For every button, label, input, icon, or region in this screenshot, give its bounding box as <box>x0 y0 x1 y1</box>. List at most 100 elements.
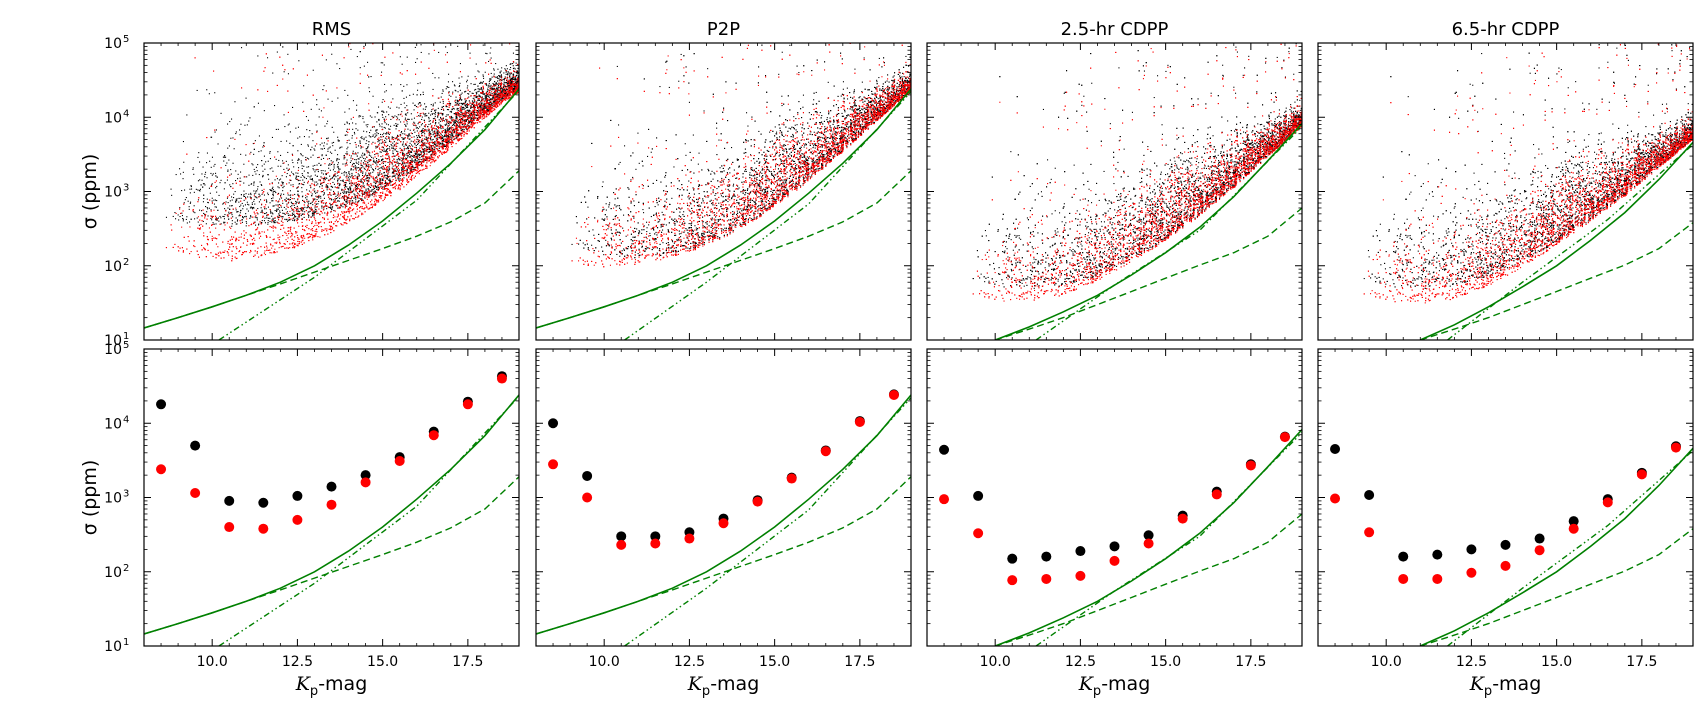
scatter-point <box>511 82 513 84</box>
scatter-point <box>375 129 377 131</box>
scatter-point <box>416 127 418 129</box>
scatter-point <box>385 150 387 152</box>
scatter-point <box>366 191 368 193</box>
scatter-point <box>196 217 198 219</box>
scatter-point <box>293 211 295 213</box>
scatter-point <box>228 218 230 220</box>
scatter-point <box>499 100 501 102</box>
scatter-point <box>245 154 247 156</box>
scatter-point <box>316 130 318 132</box>
scatter-point <box>182 218 184 220</box>
scatter-point <box>517 71 519 73</box>
scatter-point <box>342 163 344 165</box>
scatter-point <box>393 148 395 150</box>
scatter-point <box>521 88 522 89</box>
scatter-point <box>331 177 333 179</box>
scatter-point <box>423 152 425 154</box>
scatter-point <box>361 154 363 156</box>
scatter-point <box>312 69 314 71</box>
scatter-point <box>442 137 444 139</box>
scatter-point <box>359 140 361 142</box>
scatter-point <box>441 142 443 144</box>
scatter-point <box>379 151 381 153</box>
scatter-point <box>492 89 494 91</box>
scatter-point <box>423 119 425 121</box>
scatter-point <box>449 136 451 138</box>
scatter-point <box>336 166 338 168</box>
scatter-point <box>245 193 247 195</box>
scatter-point <box>418 134 420 136</box>
scatter-point <box>499 86 501 88</box>
scatter-point <box>448 122 450 124</box>
scatter-point <box>289 199 291 201</box>
scatter-point <box>420 151 422 153</box>
scatter-point <box>514 79 516 81</box>
scatter-point <box>504 82 506 84</box>
scatter-point <box>218 194 220 196</box>
scatter-point <box>396 106 398 108</box>
scatter-point <box>422 129 424 131</box>
scatter-point <box>465 104 467 106</box>
scatter-point <box>320 176 322 178</box>
scatter-point <box>290 194 292 196</box>
scatter-point <box>393 155 395 157</box>
scatter-point <box>282 216 284 218</box>
scatter-point <box>393 158 395 160</box>
scatter-point <box>432 141 434 143</box>
scatter-point <box>410 168 412 170</box>
scatter-point <box>434 136 436 138</box>
scatter-point <box>407 118 409 120</box>
scatter-point <box>384 122 386 124</box>
scatter-point <box>477 85 479 87</box>
scatter-point <box>468 93 470 95</box>
scatter-point <box>474 107 476 109</box>
scatter-point <box>383 187 385 189</box>
scatter-point <box>277 201 279 203</box>
scatter-point <box>478 117 480 119</box>
scatter-point <box>338 167 340 169</box>
scatter-point <box>380 133 382 135</box>
scatter-point <box>385 182 387 184</box>
scatter-point <box>253 193 255 195</box>
scatter-point <box>414 143 416 145</box>
scatter-point <box>397 114 399 116</box>
scatter-point <box>428 123 430 125</box>
scatter-point <box>297 180 299 182</box>
scatter-point <box>440 133 442 135</box>
scatter-point <box>486 90 488 92</box>
scatter-point <box>300 176 302 178</box>
scatter-point <box>455 120 457 122</box>
scatter-point <box>424 148 426 150</box>
scatter-point <box>481 81 483 83</box>
scatter-point <box>369 91 371 93</box>
scatter-point <box>249 117 251 119</box>
scatter-point <box>451 111 453 113</box>
scatter-point <box>523 83 524 84</box>
scatter-point <box>514 87 516 89</box>
scatter-point <box>357 178 359 180</box>
scatter-point <box>312 214 314 216</box>
scatter-point <box>334 171 336 173</box>
scatter-point <box>354 194 356 196</box>
scatter-point <box>514 85 516 87</box>
scatter-point <box>237 173 239 175</box>
scatter-point <box>388 114 390 116</box>
scatter-point <box>404 163 406 165</box>
scatter-point <box>377 112 379 114</box>
scatter-point <box>508 85 510 87</box>
scatter-point <box>373 161 375 163</box>
scatter-point <box>382 136 384 138</box>
scatter-point <box>213 203 215 205</box>
scatter-point <box>368 154 370 156</box>
scatter-point <box>461 103 463 105</box>
scatter-point <box>344 134 346 136</box>
scatter-point <box>253 198 255 200</box>
scatter-point <box>308 216 310 218</box>
scatter-point <box>351 183 353 185</box>
scatter-point <box>236 220 238 222</box>
scatter-point <box>349 173 351 175</box>
scatter-point <box>291 153 293 155</box>
scatter-point <box>323 142 325 144</box>
scatter-point <box>462 108 464 110</box>
scatter-point <box>513 78 515 80</box>
